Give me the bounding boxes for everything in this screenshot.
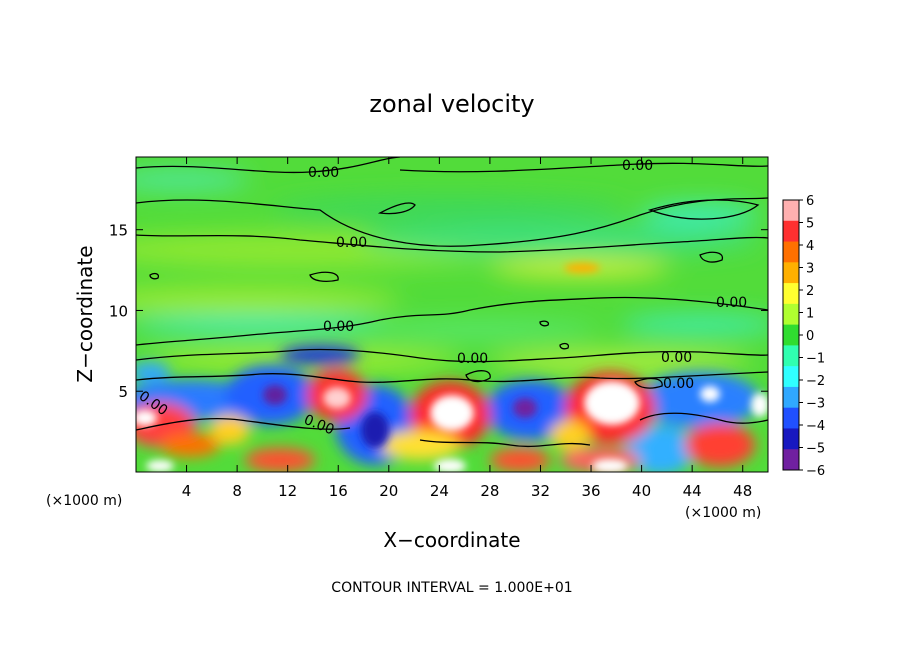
- x-tick-label: 44: [683, 482, 702, 500]
- field-cores: [136, 263, 768, 472]
- colorbar-swatch: [783, 324, 799, 346]
- colorbar-tick-label: −5: [806, 442, 825, 457]
- colorbar-swatch: [783, 220, 799, 243]
- colorbar-swatch: [783, 200, 799, 222]
- x-tick-label: 4: [182, 482, 192, 500]
- colorbar-swatch: [783, 283, 799, 305]
- colorbar-swatch: [783, 241, 799, 263]
- colorbar-tick-label: 0: [806, 329, 814, 344]
- colorbar-tick-label: −6: [806, 464, 825, 479]
- y-axis-label: Z−coordinate: [73, 245, 97, 382]
- x-tick-label: 28: [480, 482, 499, 500]
- colorbar-swatch: [783, 303, 799, 326]
- colorbar-swatch: [783, 407, 799, 429]
- plot-frame: [135, 156, 769, 473]
- contour-label: 0.00: [622, 158, 653, 174]
- contour-label: 0.00: [663, 376, 694, 392]
- x-tick-label: 40: [632, 482, 651, 500]
- x-tick-label: 36: [581, 482, 600, 500]
- contour-lines: [136, 157, 768, 448]
- colorbar-swatch: [783, 262, 799, 284]
- colorbar-swatch: [783, 386, 799, 409]
- contour-label: 0.00: [336, 235, 367, 251]
- colorbar-tick-label: 2: [806, 284, 814, 299]
- contour-label: 0.00: [716, 295, 747, 311]
- colorbar-tick-label: 5: [806, 217, 814, 232]
- x-unit-label: (×1000 m): [46, 493, 122, 509]
- chart-title: zonal velocity: [369, 90, 534, 118]
- colorbar-tick-label: 1: [806, 307, 814, 322]
- x-tick-label: 8: [232, 482, 242, 500]
- contour-label: 0.00: [457, 351, 488, 367]
- colorbar-swatch: [783, 345, 799, 367]
- colorbar-tick-label: −2: [806, 374, 825, 389]
- colorbar-tick-label: −4: [806, 419, 825, 434]
- x-tick-label: 16: [329, 482, 348, 500]
- contour-interval-note: CONTOUR INTERVAL = 1.000E+01: [331, 580, 572, 596]
- y-tick-label: 10: [109, 302, 128, 320]
- x-tick-label: 12: [278, 482, 297, 500]
- contour-label: 0.00: [661, 350, 692, 366]
- colorbar: 6 5 4 3 2 1 0 −1 −2 −3 −4 −5 −6: [782, 194, 825, 479]
- plot-area: 0.00 0.00 0.00 0.00 0.00 0.00 0.00 0.00 …: [136, 157, 768, 472]
- x-axis-label: X−coordinate: [383, 528, 520, 552]
- x-tick-label: 24: [430, 482, 449, 500]
- contour-labels: 0.00 0.00 0.00 0.00 0.00 0.00 0.00 0.00 …: [136, 158, 747, 438]
- x-axis: 4 8 12 16 20 24 28 32 36 40 44 48: [182, 157, 752, 500]
- colorbar-swatch: [783, 428, 799, 450]
- x-tick-label: 20: [379, 482, 398, 500]
- y-tick-label: 15: [109, 222, 128, 240]
- colorbar-tick-label: −3: [806, 397, 825, 412]
- colorbar-tick-label: −1: [806, 352, 825, 367]
- y-tick-label: 5: [118, 383, 128, 401]
- x-tick-label: 32: [531, 482, 550, 500]
- contour-label: 0.00: [323, 319, 354, 335]
- y-axis: 5 10 15: [109, 222, 768, 401]
- colorbar-tick-label: 6: [806, 194, 814, 209]
- field-blobs: [136, 170, 768, 372]
- contour-label: 0.00: [308, 165, 339, 181]
- z-unit-label: (×1000 m): [685, 505, 761, 521]
- colorbar-swatch: [783, 449, 799, 471]
- x-tick-label: 48: [733, 482, 752, 500]
- colorbar-tick-label: 3: [806, 262, 814, 277]
- colorbar-swatch: [783, 366, 799, 388]
- colorbar-tick-label: 4: [806, 239, 814, 254]
